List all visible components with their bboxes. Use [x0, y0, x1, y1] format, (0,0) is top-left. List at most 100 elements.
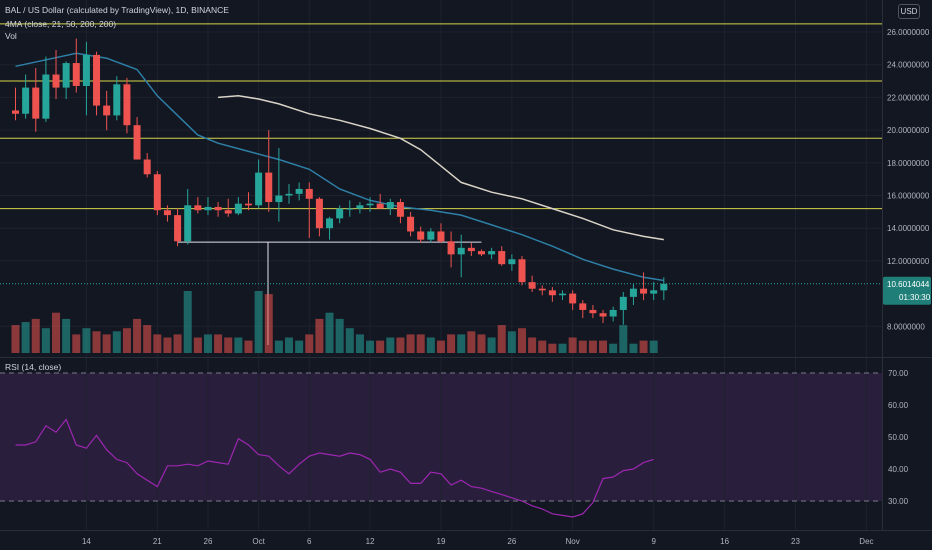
time-tick-label: 26 [204, 537, 213, 546]
time-tick-label: 19 [437, 537, 446, 546]
volume-bar [173, 334, 182, 353]
candle-body [285, 193, 293, 196]
volume-bar [41, 328, 50, 353]
volume-bar [619, 325, 628, 353]
candle-body [589, 309, 597, 314]
candle-body [113, 84, 121, 116]
volume-bar [285, 337, 294, 353]
candle-body [629, 288, 637, 297]
volume-bar [214, 334, 223, 353]
candle-body [315, 198, 323, 229]
candle-body [295, 188, 303, 194]
candle-body [305, 188, 313, 199]
volume-bar [447, 334, 456, 353]
price-tick-label: 22.0000000 [887, 93, 930, 102]
candle-body [72, 63, 80, 86]
rsi-tick-label: 70.00 [888, 369, 909, 378]
rsi-tick-label: 40.00 [888, 465, 909, 474]
volume-bar [416, 334, 425, 353]
candle-body [447, 241, 455, 255]
volume-bar [578, 340, 587, 353]
volume-bar [518, 328, 526, 353]
ma-indicator-label[interactable]: 4MA (close, 21, 50, 200, 200) [5, 19, 117, 29]
volume-bar [588, 340, 597, 353]
volume-bar [609, 343, 618, 353]
candle-body [275, 195, 283, 203]
volume-bar [568, 337, 577, 353]
time-tick-label: 12 [366, 537, 375, 546]
candle-body [103, 105, 111, 116]
volume-bar [436, 340, 445, 353]
time-tick-label: 6 [307, 537, 312, 546]
volume-indicator-label[interactable]: Vol [5, 31, 17, 41]
volume-bar [295, 340, 304, 353]
candle-body [386, 202, 394, 209]
candle-body [528, 282, 536, 289]
volume-bar [426, 337, 435, 353]
volume-bar [31, 318, 40, 353]
volume-bar [183, 291, 192, 353]
candle-body [184, 205, 192, 242]
candle-body [548, 290, 556, 296]
candle-body [417, 231, 425, 240]
candle-body [366, 203, 374, 206]
volume-bar [244, 340, 253, 353]
candle-body [559, 293, 567, 296]
volume-bar [477, 334, 486, 353]
candle-body [133, 125, 141, 160]
volume-bar [558, 343, 567, 353]
countdown-label: 01:30:30 [899, 293, 931, 302]
time-tick-label: Oct [252, 537, 265, 546]
candle-body [326, 218, 334, 229]
volume-bar [507, 331, 516, 353]
current-price-tag [883, 276, 931, 305]
rsi-line [15, 418, 654, 518]
volume-bar [224, 337, 233, 353]
volume-bar [599, 340, 608, 353]
volume-bar [325, 312, 334, 353]
candle-body [224, 210, 232, 214]
volume-bar [335, 318, 344, 353]
candle-body [650, 290, 658, 294]
volume-bar [254, 291, 263, 353]
ma50-line [218, 95, 664, 241]
volume-bar [355, 334, 364, 353]
candle-body [123, 84, 131, 126]
volume-bar [649, 340, 658, 353]
volume-bar [62, 318, 71, 353]
rsi-tick-label: 50.00 [888, 433, 909, 442]
candle-body [22, 87, 30, 114]
candle-body [599, 313, 607, 317]
volume-bar [467, 331, 476, 353]
volume-bar [366, 340, 375, 353]
time-tick-label: 21 [153, 537, 162, 546]
price-tick-label: 26.0000000 [887, 28, 930, 37]
volume-bar [406, 334, 415, 353]
currency-badge[interactable]: USD [898, 4, 920, 19]
candle-body [619, 296, 627, 310]
volume-bar [122, 328, 131, 353]
volume-bar [11, 325, 20, 353]
candle-body [12, 110, 19, 114]
time-tick-label: 26 [507, 537, 516, 546]
price-tick-label: 14.0000000 [887, 224, 930, 233]
candle-body [52, 74, 60, 88]
candle-body [660, 283, 668, 291]
price-tick-label: 16.0000000 [887, 192, 930, 201]
rsi-indicator-label[interactable]: RSI (14, close) [5, 362, 62, 372]
candle-body [508, 259, 516, 265]
candle-body [336, 208, 344, 219]
candle-body [62, 63, 70, 88]
ma21-line [15, 52, 664, 282]
volume-bar [143, 325, 152, 353]
candle-body [640, 288, 648, 294]
candle-body [427, 231, 435, 240]
candle-body [579, 303, 587, 310]
volume-bar [528, 337, 537, 353]
volume-bar [396, 337, 405, 353]
volume-bar [457, 334, 466, 353]
candle-body [255, 172, 263, 206]
volume-bar [133, 318, 142, 353]
candle-body [538, 288, 546, 291]
